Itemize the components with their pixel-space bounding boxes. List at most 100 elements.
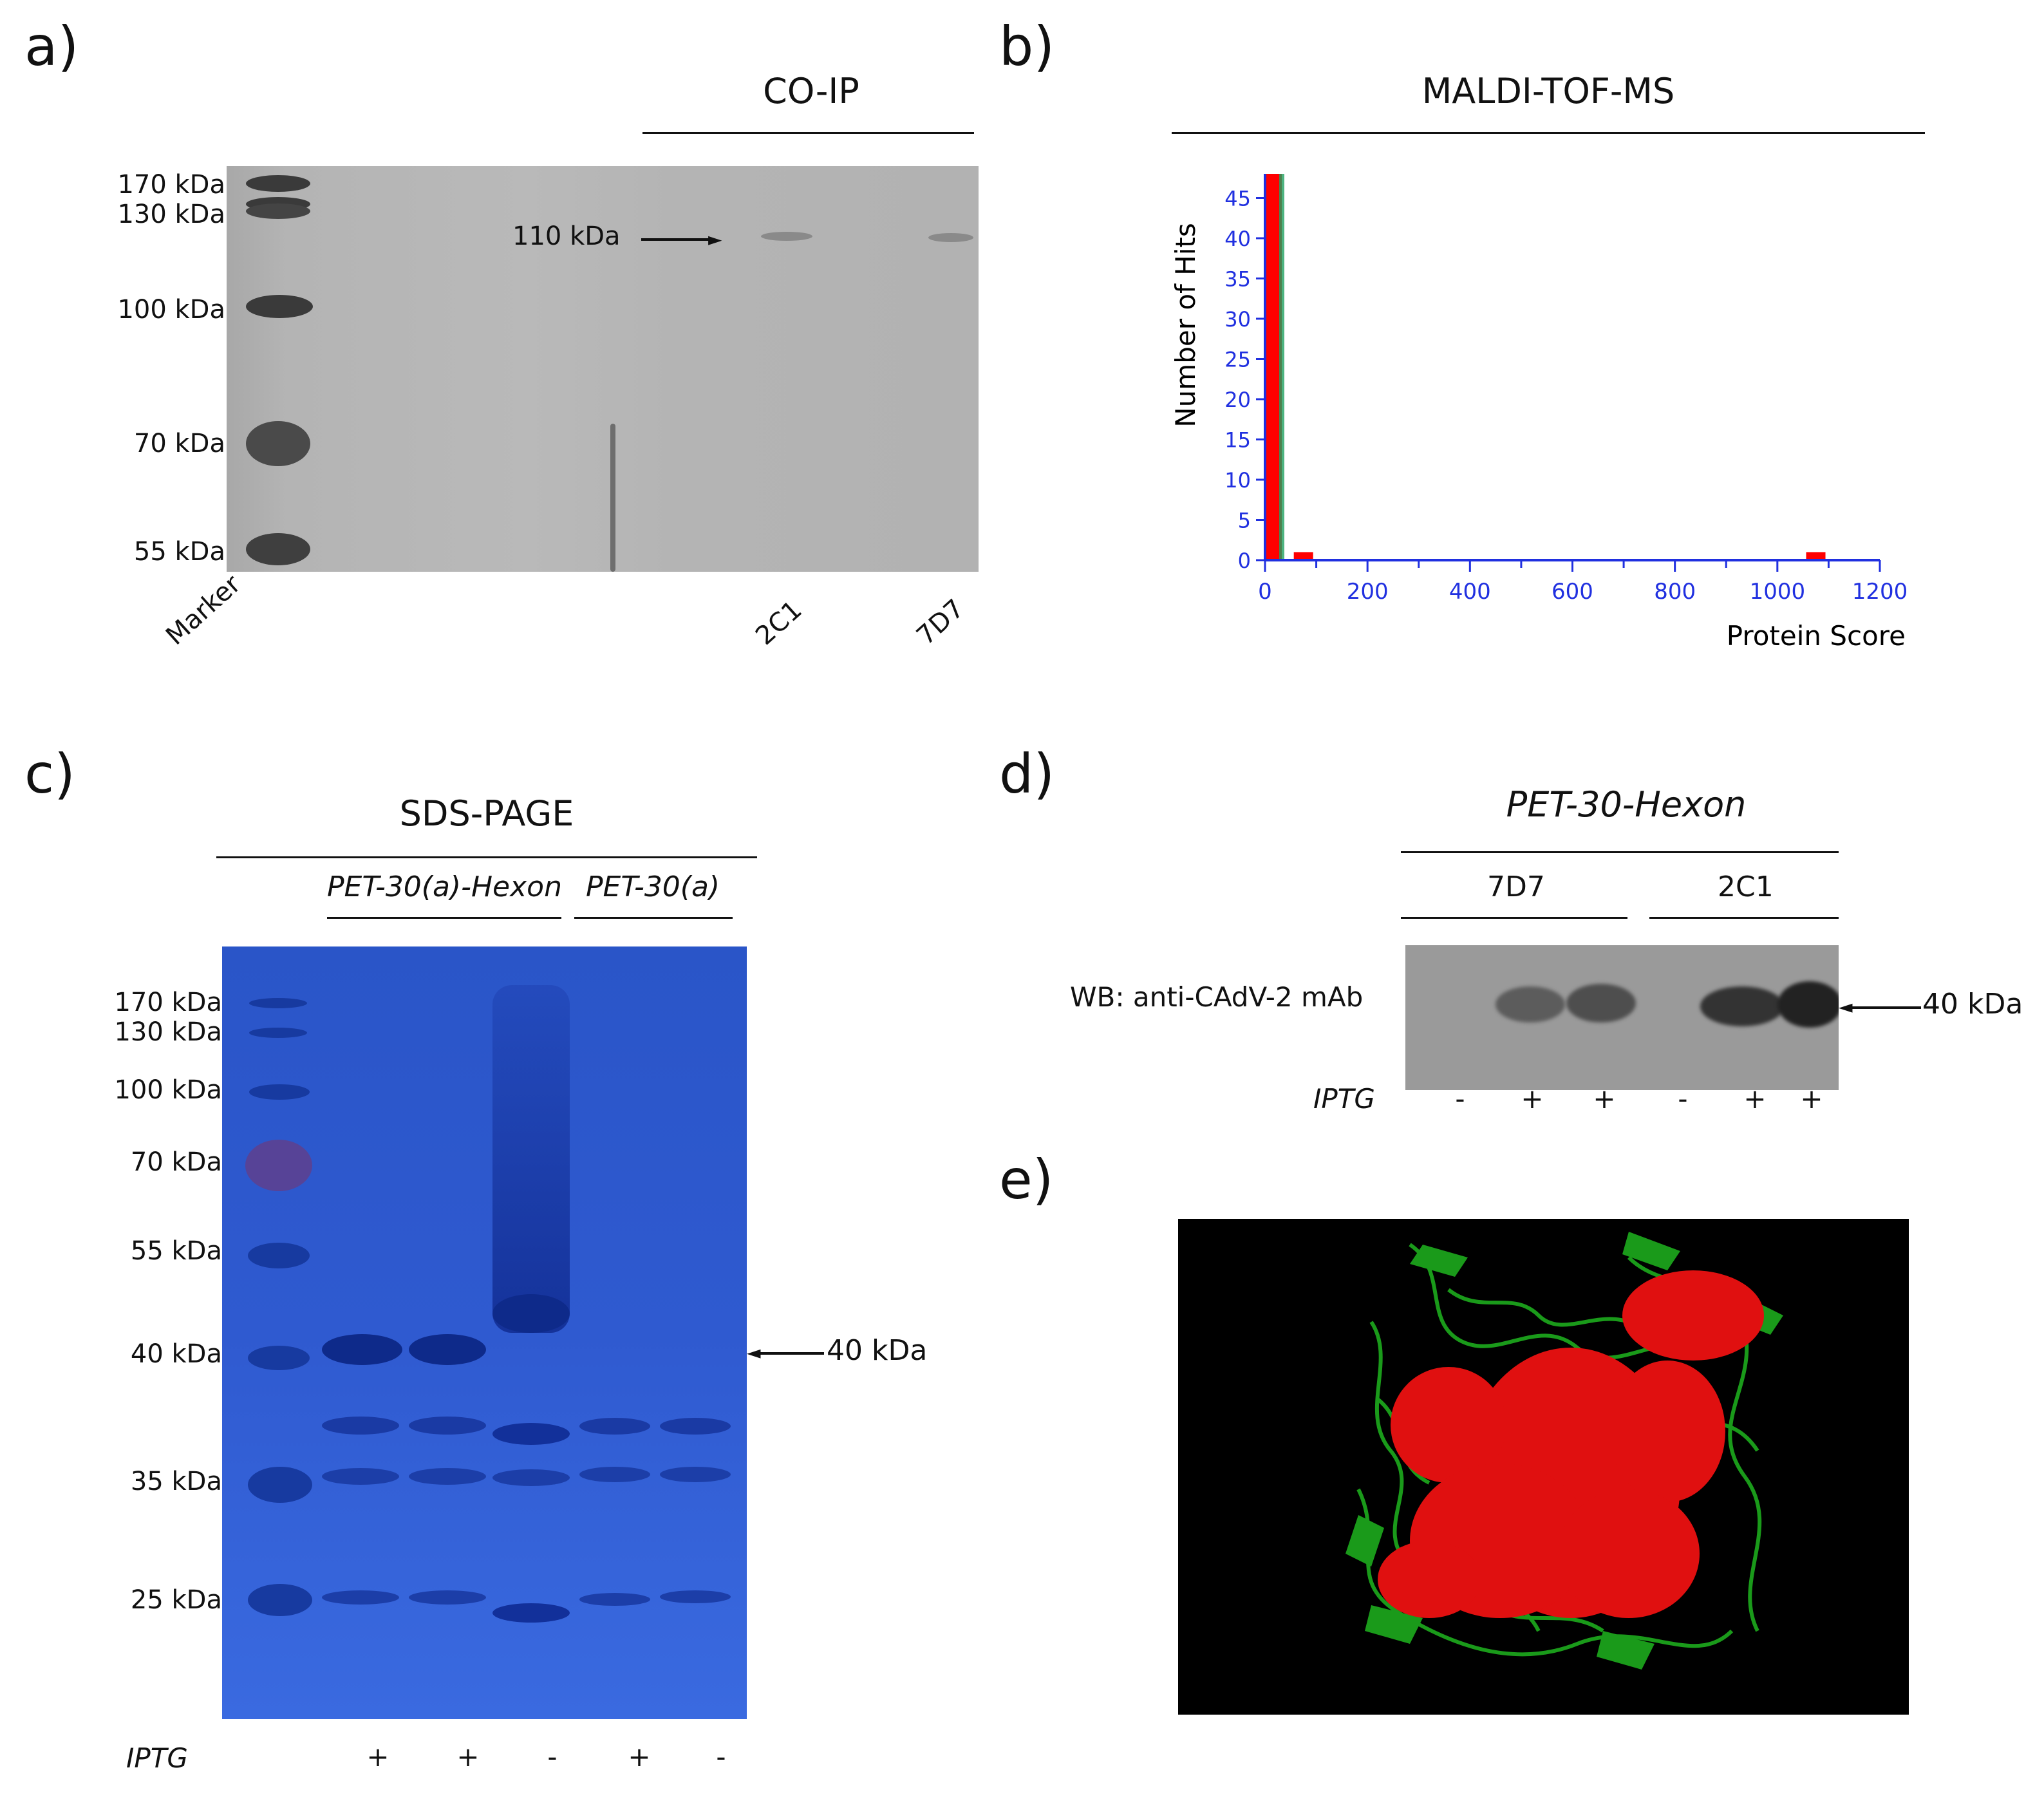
- pet30-hexon-rule: [1401, 851, 1839, 853]
- sds-page-rule: [216, 856, 757, 858]
- maldi-title: MALDI-TOF-MS: [1421, 71, 1675, 111]
- group-rule-vector: [574, 917, 733, 919]
- sds-marker-band: [249, 1084, 310, 1100]
- lane-label-marker: Marker: [160, 569, 247, 651]
- sds-arrow-label: 40 kDa: [827, 1334, 928, 1367]
- lane-band: [322, 1590, 399, 1605]
- lane-band: [492, 1603, 570, 1623]
- sds-iptg-sign: -: [716, 1741, 726, 1773]
- wb-iptg-sign: +: [1743, 1083, 1767, 1115]
- histogram-bar: [1806, 552, 1826, 560]
- lane-band: [660, 1467, 731, 1482]
- lane-band: [322, 1468, 399, 1485]
- threshold-marker: [1279, 174, 1284, 560]
- marker-band: [246, 533, 310, 565]
- wb-iptg-sign: +: [1593, 1083, 1616, 1115]
- wb-iptg-sign: +: [1800, 1083, 1823, 1115]
- sds-marker-70: 70 kDa: [130, 1147, 222, 1177]
- lane2-40kda-band: [409, 1334, 486, 1365]
- wb-band: [1495, 986, 1565, 1022]
- lane-band: [322, 1417, 399, 1435]
- y-tick-label: 45: [1224, 187, 1251, 211]
- wb-iptg-label: IPTG: [1313, 1083, 1375, 1115]
- panel-c-letter: c): [24, 742, 75, 805]
- x-tick-label: 800: [1654, 579, 1696, 605]
- lane-band: [579, 1467, 650, 1482]
- lane-band: [660, 1590, 731, 1603]
- marker-band: [246, 175, 310, 192]
- maldi-chart: 0 200 400 600 800 1000 1200051015202530354045 …: [1172, 174, 1908, 652]
- marker-band: [246, 295, 313, 318]
- lane-band: [409, 1468, 486, 1485]
- lane-band: [409, 1590, 486, 1605]
- marker-label-170: 170 kDa: [117, 170, 225, 200]
- lane3-smear: [492, 985, 570, 1333]
- lane1-40kda-band: [322, 1334, 402, 1365]
- y-tick-label: 5: [1238, 509, 1251, 533]
- x-tick-label: 600: [1552, 579, 1593, 605]
- sds-marker-band: [248, 1243, 310, 1268]
- band-110-label: 110 kDa: [512, 221, 621, 251]
- marker-label-70: 70 kDa: [133, 429, 225, 458]
- lane-band: [492, 1469, 570, 1486]
- wb-arrow-label: 40 kDa: [1922, 988, 2023, 1021]
- y-tick-label: 35: [1224, 267, 1251, 292]
- protein-structure-render: [1345, 1232, 1783, 1670]
- marker-label-100: 100 kDa: [117, 295, 225, 325]
- marker-label-55: 55 kDa: [133, 537, 225, 567]
- wb-iptg-sign: -: [1455, 1083, 1465, 1115]
- x-tick-label: 0: [1258, 579, 1272, 605]
- wb-iptg-sign: -: [1678, 1083, 1688, 1115]
- wb-band: [1566, 984, 1636, 1022]
- gel-artifact: [610, 424, 615, 572]
- lane-label-2c1: 2C1: [750, 595, 808, 651]
- group-label-hexon: PET-30(a)-Hexon: [327, 871, 562, 903]
- arrow-110: [641, 238, 712, 241]
- co-ip-rule: [642, 132, 974, 134]
- y-tick-label: 0: [1238, 549, 1251, 573]
- marker-band: [246, 421, 310, 466]
- lane-band: [660, 1418, 731, 1435]
- band-2c1-110: [761, 232, 812, 241]
- wb-group-7d7: 7D7: [1487, 871, 1545, 903]
- sds-arrow: [760, 1352, 824, 1355]
- maldi-rule: [1172, 132, 1925, 134]
- arrow-head-left-icon: ◄: [747, 1342, 761, 1363]
- x-tick-label: 1200: [1852, 579, 1908, 605]
- sds-iptg-sign: +: [628, 1741, 651, 1773]
- y-tick-label: 40: [1224, 227, 1251, 251]
- sds-marker-band: [248, 1346, 310, 1370]
- wb-arrow: [1844, 1006, 1921, 1009]
- sds-marker-40: 40 kDa: [130, 1339, 222, 1369]
- arrow-head-icon: ►: [708, 229, 722, 250]
- co-ip-gel: [227, 166, 979, 572]
- lane-band: [409, 1417, 486, 1435]
- sds-marker-170: 170 kDa: [114, 988, 222, 1017]
- arrow-head-left-icon: ◄: [1839, 996, 1853, 1017]
- sds-marker-band: [248, 1584, 312, 1616]
- lane3-band: [492, 1294, 570, 1333]
- pet30-hexon-title: PET-30-Hexon: [1506, 784, 1747, 825]
- wb-antibody-label: WB: anti-CAdV-2 mAb: [1070, 981, 1364, 1013]
- y-tick-label: 30: [1224, 307, 1251, 332]
- lane-band: [492, 1423, 570, 1445]
- chart-layer: 0 200 400 600 800 1000 1200 0 5 10 15 20 25 30 35 40 45: [1224, 174, 1908, 605]
- x-tick-label: 200: [1347, 579, 1389, 605]
- sds-iptg-sign: +: [456, 1741, 480, 1773]
- lane-band: [579, 1418, 650, 1435]
- marker-label-130: 130 kDa: [117, 200, 225, 229]
- x-tick-label: 400: [1449, 579, 1491, 605]
- y-tick-label: 25: [1224, 348, 1251, 372]
- wb-iptg-sign: +: [1521, 1083, 1544, 1115]
- wb-group-2c1: 2C1: [1718, 871, 1774, 903]
- sds-iptg-label: IPTG: [126, 1742, 188, 1774]
- panel-e-letter: e): [999, 1148, 1054, 1211]
- x-axis-label: Protein Score: [1727, 620, 1906, 652]
- wb-rule-7d7: [1401, 917, 1627, 919]
- sds-marker-100: 100 kDa: [114, 1075, 222, 1105]
- group-label-vector: PET-30(a): [586, 871, 720, 903]
- sds-iptg-sign: +: [366, 1741, 389, 1773]
- group-rule-hexon: [327, 917, 561, 919]
- epitope-spheres: [1378, 1270, 1764, 1618]
- protein-structure-image: [1178, 1219, 1909, 1715]
